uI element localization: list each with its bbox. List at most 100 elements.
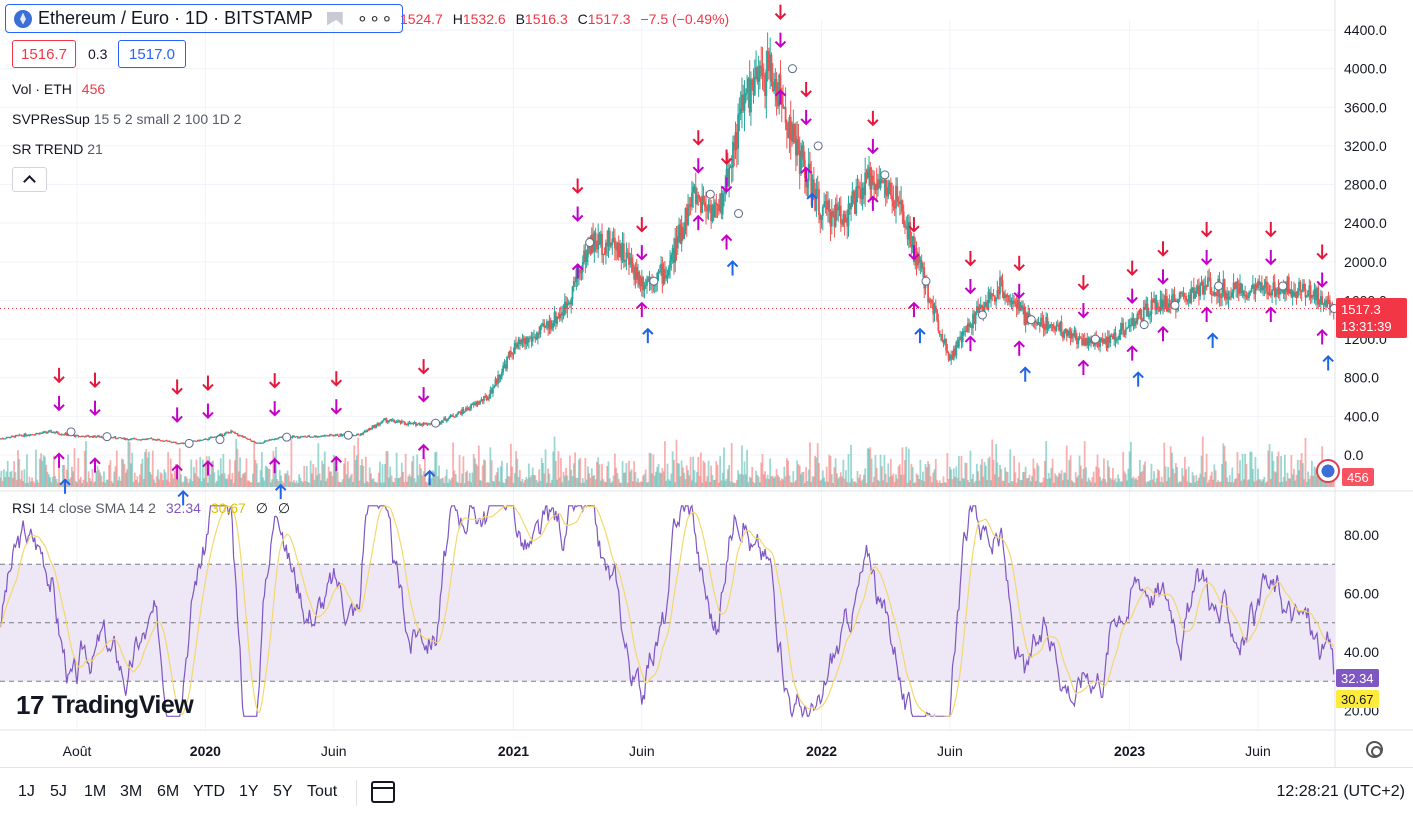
flag-icon[interactable] [326, 11, 343, 26]
candle-body [208, 437, 211, 440]
symbol-search-box[interactable]: Ethereum / Euro · 1D · BITSTAMP ∘∘∘ [5, 4, 403, 33]
volume-bar [815, 457, 818, 487]
range-button-5y[interactable]: 5Y [273, 783, 293, 800]
candle-body [64, 433, 67, 435]
volume-bar [106, 479, 109, 487]
volume-bar [734, 482, 737, 487]
signal-up-arrow-icon [274, 483, 287, 491]
volume-bar [248, 480, 250, 487]
volume-bar [158, 479, 161, 487]
candle-body [447, 418, 449, 421]
candle-body [1076, 339, 1078, 345]
candle-body [79, 436, 82, 438]
range-button-1m[interactable]: 1M [84, 783, 107, 800]
volume-bar [379, 461, 381, 487]
volume-legend[interactable]: Vol · ETH 456 [12, 81, 105, 97]
volume-bar [174, 464, 177, 487]
candle-body [667, 267, 670, 276]
candle-body [1241, 290, 1244, 293]
globe-icon[interactable] [1316, 459, 1340, 483]
volume-bar [408, 474, 411, 487]
candle-body [674, 238, 677, 263]
candle-body [643, 285, 646, 291]
candle-body [429, 423, 431, 425]
candle-body [782, 104, 784, 108]
settings-gear-icon[interactable] [1366, 741, 1383, 758]
volume-bar [457, 482, 460, 487]
volume-bar [1118, 478, 1121, 487]
range-button-all[interactable]: Tout [307, 783, 338, 800]
volume-bar [893, 482, 896, 487]
sell-price-button[interactable]: 1516.7 [12, 40, 76, 68]
volume-bar [47, 474, 50, 487]
candle-body [757, 76, 760, 82]
srtrend-legend[interactable]: SR TREND 21 [12, 141, 103, 157]
volume-bar [1276, 456, 1279, 487]
volume-bar [891, 475, 894, 487]
more-options-icon[interactable]: ∘∘∘ [356, 8, 394, 28]
candle-body [36, 433, 39, 435]
volume-bar [916, 474, 919, 487]
volume-bar [990, 480, 992, 487]
candle-body [622, 243, 625, 262]
volume-bar [94, 481, 96, 487]
volume-bar [216, 480, 218, 487]
range-button-6m[interactable]: 6M [157, 783, 180, 800]
last-price-countdown: 13:31:39 [1341, 319, 1392, 334]
volume-bar [83, 450, 86, 487]
volume-bar [937, 482, 940, 487]
support-arrow-icon [720, 234, 733, 242]
candle-body [986, 302, 989, 310]
volume-bar [1031, 476, 1033, 487]
volume-bar [548, 473, 551, 487]
candle-body [1296, 290, 1299, 298]
range-button-5j[interactable]: 5J [50, 783, 67, 800]
candle-body [536, 333, 539, 339]
candle-body [794, 135, 797, 156]
volume-bar [1100, 480, 1103, 487]
candle-body [17, 435, 19, 437]
volume-bar [671, 451, 674, 487]
candle-body [1209, 277, 1212, 295]
volume-bar [648, 452, 651, 487]
volume-bar [1178, 481, 1181, 487]
range-button-3m[interactable]: 3M [120, 783, 143, 800]
candle-body [1192, 287, 1195, 299]
candle-body [385, 418, 388, 423]
candle-body [495, 378, 498, 384]
volume-bar [53, 455, 55, 487]
candle-body [1097, 344, 1100, 347]
collapse-legend-chevron-up-icon[interactable] [12, 167, 47, 192]
candle-body [466, 407, 469, 410]
volume-bar [1158, 470, 1161, 487]
volume-bar [302, 482, 304, 487]
support-arrow-icon [417, 443, 430, 451]
volume-bar [1167, 466, 1170, 487]
volume-bar [1133, 479, 1136, 487]
candle-body [1210, 294, 1213, 296]
volume-bar [219, 458, 222, 487]
support-arrow-icon [964, 335, 977, 343]
volume-bar [697, 456, 700, 487]
support-arrow-icon [1126, 345, 1138, 353]
candle-body [1223, 279, 1226, 299]
buy-price-button[interactable]: 1517.0 [118, 40, 186, 68]
support-arrow-icon [692, 214, 705, 222]
range-button-1j[interactable]: 1J [18, 783, 35, 800]
volume-bar [678, 463, 680, 487]
volume-bar [37, 482, 40, 487]
range-button-ytd[interactable]: YTD [193, 783, 225, 800]
svpressup-legend[interactable]: SVPResSup 15 5 2 small 2 100 1D 2 [12, 111, 242, 127]
go-to-date-calendar-icon[interactable] [371, 781, 395, 803]
clock-timezone[interactable]: 12:28:21 (UTC+2) [1276, 783, 1405, 800]
candle-body [195, 441, 198, 443]
candle-body [684, 208, 687, 231]
time-axis-tick-label: Août [63, 743, 92, 759]
range-button-1y[interactable]: 1Y [239, 783, 259, 800]
rsi-legend[interactable]: RSI 14 close SMA 14 2 32.34 30.67 ∅ ∅ [12, 500, 290, 517]
candle-body [1299, 281, 1302, 291]
candle-body [712, 204, 715, 218]
volume-bar [626, 482, 629, 487]
volume-bar [1146, 481, 1149, 487]
volume-bar [6, 461, 9, 487]
